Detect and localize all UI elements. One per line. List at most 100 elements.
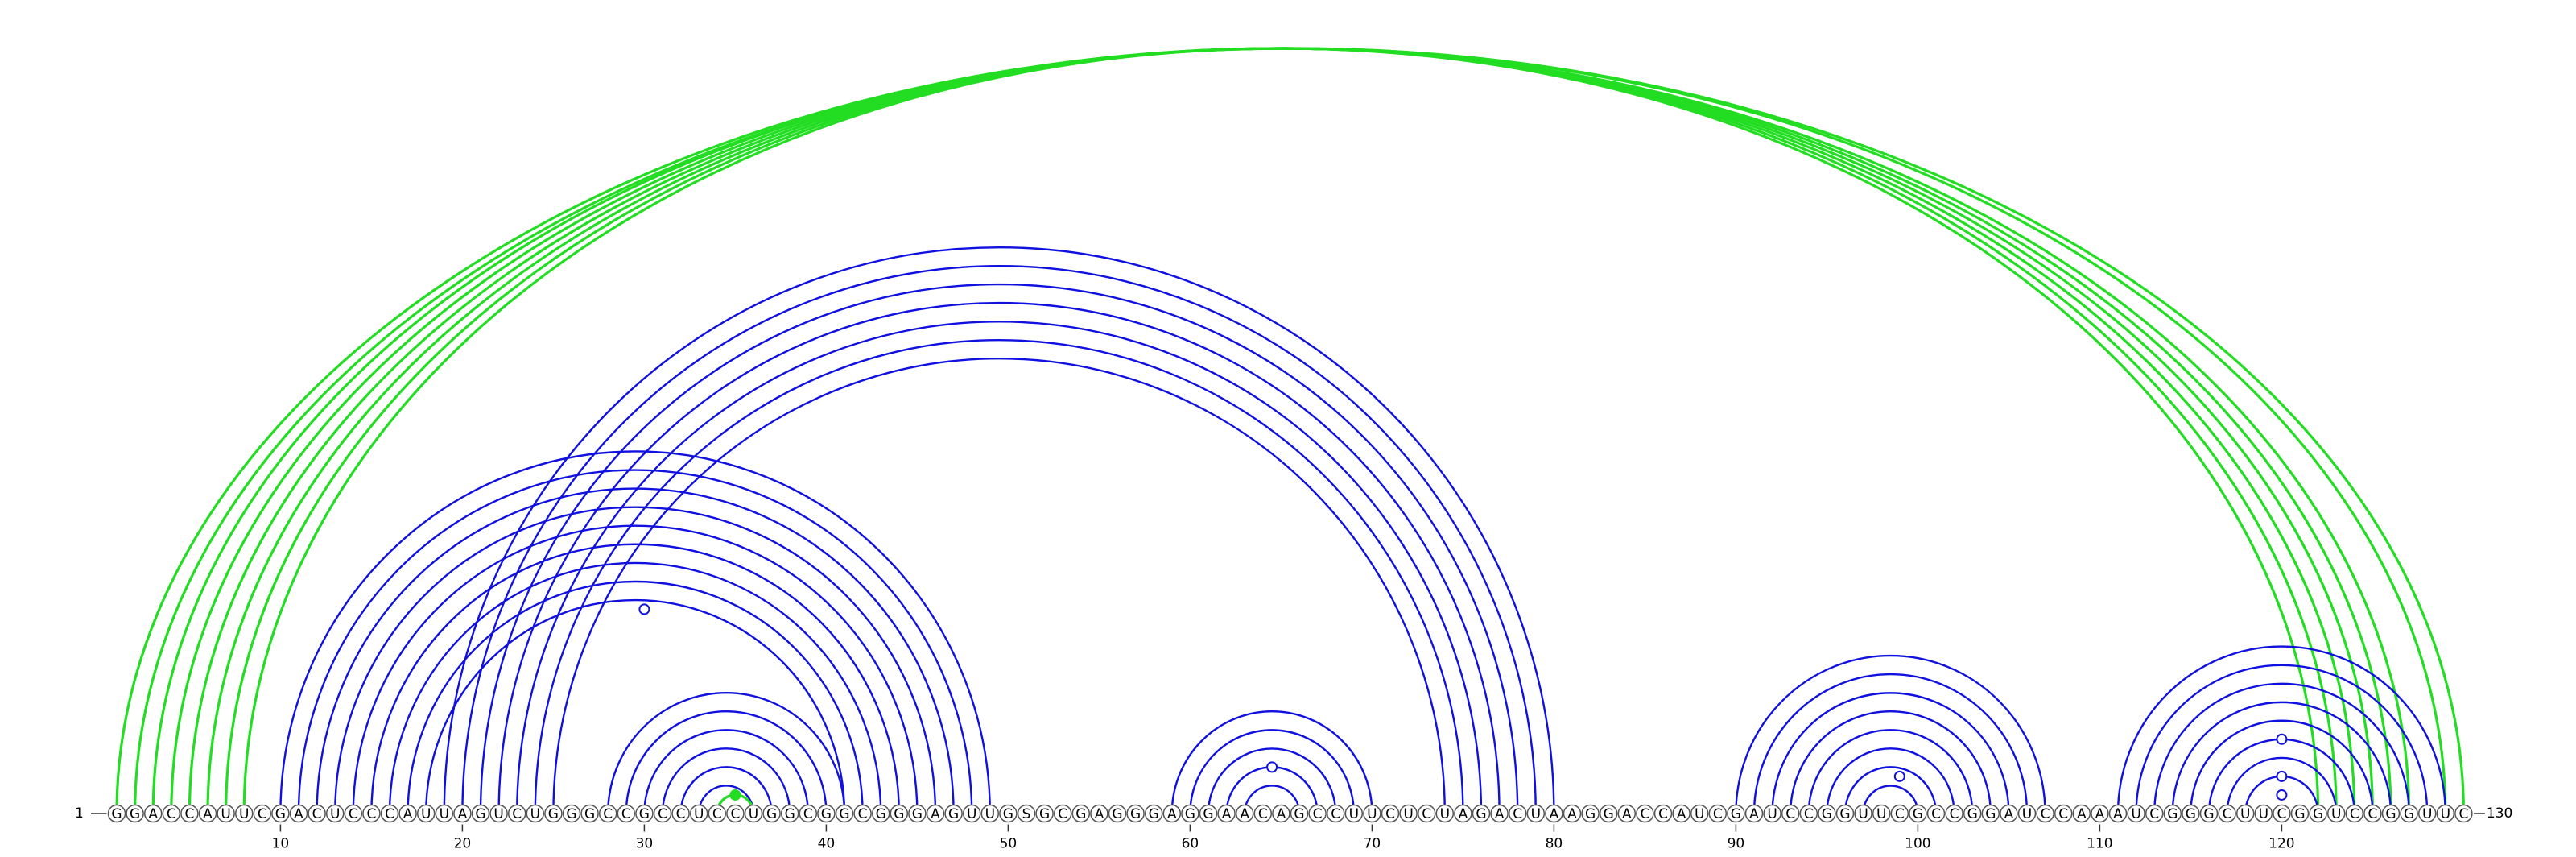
nucleotide-letter: C xyxy=(621,806,631,822)
base-pair-arc-10-49 xyxy=(279,450,991,814)
nucleotide-circle xyxy=(2072,804,2091,823)
nucleotide-letter: G xyxy=(1839,806,1850,822)
nucleotide-circle xyxy=(1017,804,1036,823)
nucleotide-letter: C xyxy=(2041,806,2050,822)
pair-markers xyxy=(638,603,2288,801)
nucleotide-58: G xyxy=(1144,804,1163,823)
nucleotide-circle xyxy=(2054,804,2073,823)
nucleotide-letter: C xyxy=(167,806,176,822)
nucleotide-93: C xyxy=(1781,804,1800,823)
nucleotide-circle xyxy=(1126,804,1145,823)
nucleotide-circle xyxy=(1835,804,1855,823)
nucleotide-circle xyxy=(234,804,254,823)
nucleotide-circle xyxy=(2145,804,2164,823)
nucleotide-15: C xyxy=(362,804,381,823)
nucleotide-letter: U xyxy=(421,806,431,822)
nucleotide-circle xyxy=(2254,804,2273,823)
nucleotide-letter: C xyxy=(312,806,322,822)
nucleotide-54: G xyxy=(1071,804,1091,823)
nucleotide-125: C xyxy=(2363,804,2382,823)
nucleotide-circle xyxy=(1690,804,1709,823)
nucleotide-circle xyxy=(1599,804,1618,823)
nucleotide-35: C xyxy=(726,804,745,823)
nucleotide-letter: C xyxy=(349,806,358,822)
nucleotide-circle xyxy=(198,804,217,823)
tick-label-50: 50 xyxy=(1000,836,1018,852)
nucleotide-130: C xyxy=(2454,804,2473,823)
nucleotide-letter: G xyxy=(1039,806,1050,822)
nucleotide-circle xyxy=(708,804,727,823)
nucleotide-letter: G xyxy=(2186,806,2196,822)
nucleotide-letter: U xyxy=(2259,806,2268,822)
nucleotide-69: U xyxy=(1344,804,1364,823)
nucleotide-86: C xyxy=(1653,804,1673,823)
nucleotide-letter: G xyxy=(2385,806,2396,822)
pair-marker-116-124 xyxy=(2276,733,2288,745)
position-axis: 10 20 30 40 50 60 70 80 90 100 110 120 xyxy=(91,813,2485,852)
nucleotide-letter: C xyxy=(858,806,868,822)
nucleotide-letter: C xyxy=(2149,806,2159,822)
nucleotide-letter: U xyxy=(985,806,995,822)
base-pair-arc-14-45 xyxy=(352,524,919,814)
nucleotide-circle xyxy=(2309,804,2327,823)
nucleotide-letter: C xyxy=(385,806,394,822)
nucleotide-100: G xyxy=(1909,804,1927,823)
base-pair-arc-25-74 xyxy=(552,358,1446,814)
nucleotide-26: G xyxy=(562,804,581,823)
nucleotide-circle xyxy=(890,804,909,823)
base-pair-arc-94-103 xyxy=(1807,729,1974,814)
nucleotide-34: C xyxy=(708,804,727,823)
base-pair-arc-17-42 xyxy=(407,580,864,814)
nucleotide-99: C xyxy=(1890,804,1909,823)
nucleotide-circle xyxy=(271,804,290,823)
nucleotide-letter: C xyxy=(2458,806,2468,822)
nucleotide-letter: G xyxy=(2404,806,2414,822)
nucleotide-letter: G xyxy=(1913,806,1923,822)
base-pair-arc-61-68 xyxy=(1207,747,1337,814)
nucleotide-circle xyxy=(1071,804,1091,823)
nucleotide-circle xyxy=(2345,804,2364,823)
base-pair-arc-4-126 xyxy=(170,47,2392,814)
nucleotide-41: G xyxy=(835,804,854,823)
nucleotide-letter: A xyxy=(931,806,940,822)
nucleotide-11: A xyxy=(289,804,308,823)
nucleotide-circle xyxy=(1708,804,1728,823)
nucleotide-24: U xyxy=(526,804,545,823)
nucleotide-letter: A xyxy=(203,806,213,822)
nucleotide-letter: C xyxy=(512,806,522,822)
nucleotide-103: G xyxy=(1963,804,1982,823)
nucleotide-56: G xyxy=(1108,804,1127,823)
base-pair-arc-30-39 xyxy=(643,729,809,814)
nucleotide-letter: A xyxy=(1622,806,1632,822)
nucleotide-circle xyxy=(2326,804,2346,823)
nucleotide-circle xyxy=(762,804,781,823)
nucleotide-90: G xyxy=(1727,804,1745,823)
nucleotide-circle xyxy=(926,804,945,823)
nucleotide-61: G xyxy=(1199,804,1218,823)
pair-marker-19-41 xyxy=(638,603,650,615)
nucleotide-104: G xyxy=(1981,804,2000,823)
nucleotide-circle xyxy=(1872,804,1891,823)
base-pair-arc-95-102 xyxy=(1826,747,1955,814)
nucleotide-circle xyxy=(980,804,1000,823)
nucleotide-letter: G xyxy=(2294,806,2305,822)
nucleotide-10: G xyxy=(271,804,290,823)
nucleotide-letter: C xyxy=(1895,806,1905,822)
nucleotide-letter: U xyxy=(1349,806,1359,822)
nucleotide-letter: C xyxy=(712,806,722,822)
nucleotide-49: U xyxy=(980,804,1000,823)
nucleotide-circle xyxy=(944,804,963,823)
nucleotide-letter: G xyxy=(1075,806,1086,822)
nucleotide-circle xyxy=(1090,804,1108,823)
tick-label-10: 10 xyxy=(272,836,290,852)
nucleotide-circle xyxy=(835,804,854,823)
nucleotide-117: C xyxy=(2218,804,2236,823)
end-position-label: 130 xyxy=(2487,805,2512,822)
nucleotide-letter: U xyxy=(2022,806,2032,822)
nucleotide-letter: A xyxy=(403,806,413,822)
nucleotide-43: G xyxy=(871,804,890,823)
nucleotide-circle xyxy=(2091,804,2109,823)
nucleotide-122: G xyxy=(2309,804,2327,823)
nucleotide-114: G xyxy=(2163,804,2182,823)
